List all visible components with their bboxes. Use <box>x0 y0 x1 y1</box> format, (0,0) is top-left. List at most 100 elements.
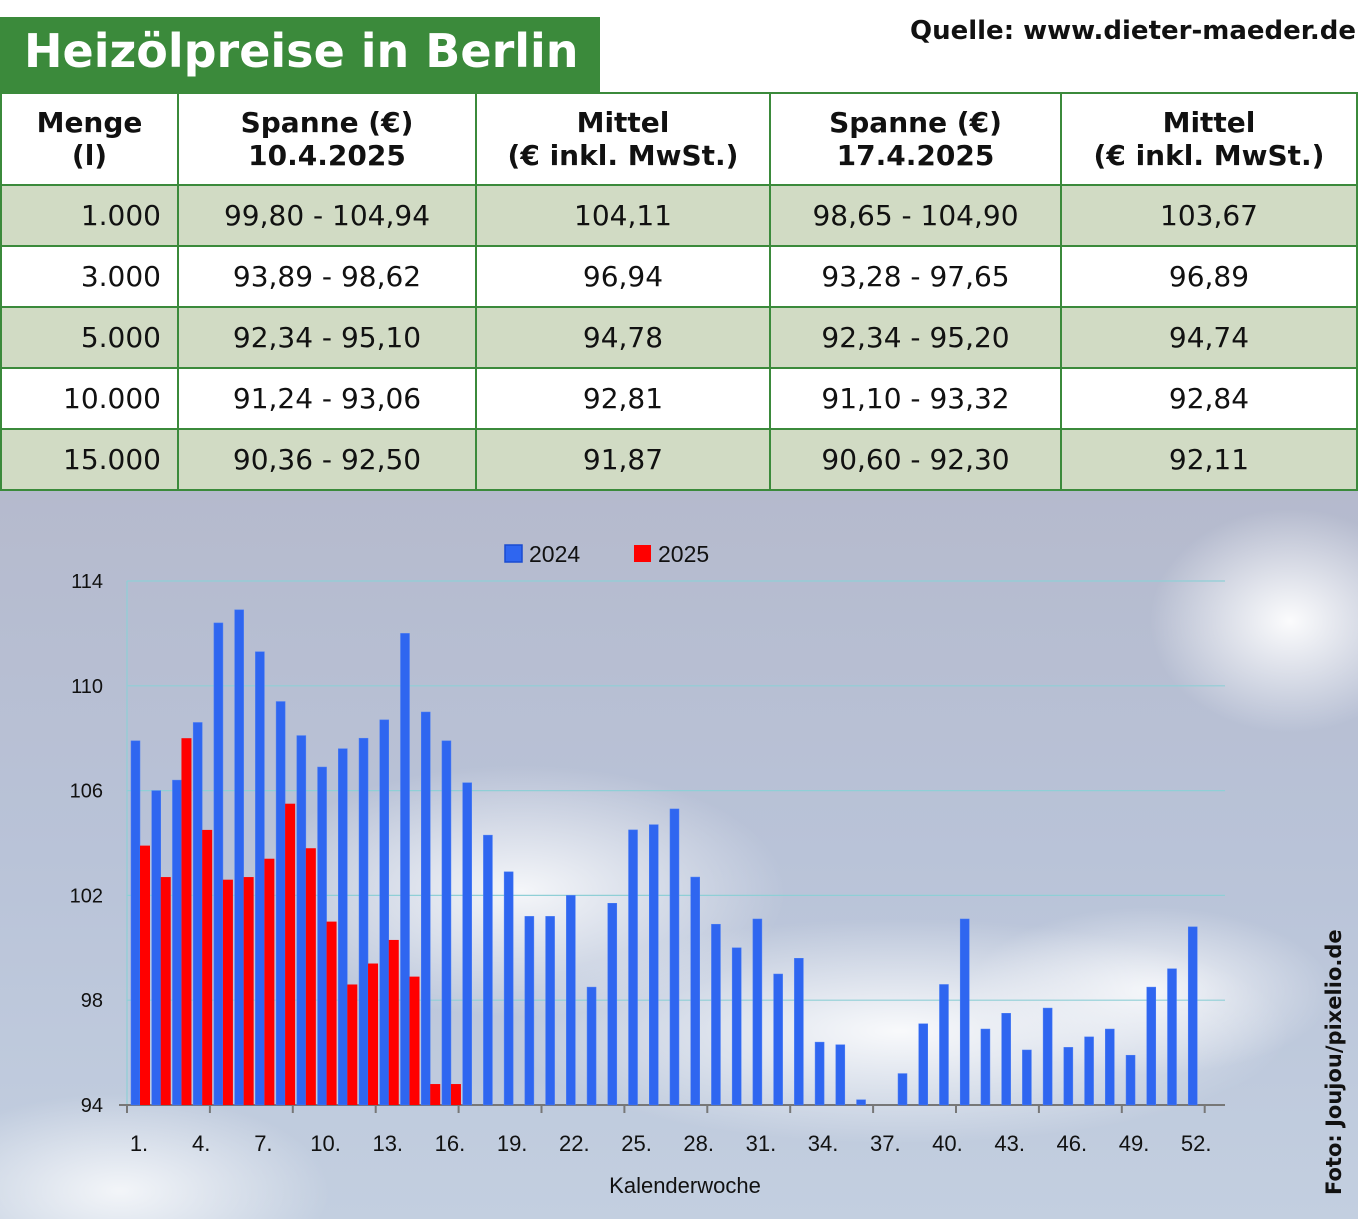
bar-2025-week-12 <box>368 963 379 1105</box>
bar-2024-week-18 <box>483 834 493 1106</box>
cell-value: 93,28 - 97,65 <box>769 245 1062 308</box>
bar-2024-week-10 <box>317 766 327 1106</box>
bar-2024-week-38 <box>897 1073 908 1106</box>
bar-2024-week-52 <box>1187 926 1198 1106</box>
bar-2024-week-11 <box>338 748 348 1106</box>
bar-2025-week-10 <box>326 921 337 1105</box>
bar-2024-week-48 <box>1105 1028 1115 1106</box>
page-title: Heizölpreise in Berlin <box>0 17 600 92</box>
bar-2025-week-15 <box>430 1084 441 1105</box>
x-tick-label: 31. <box>746 1131 777 1156</box>
cell-value: 93,89 - 98,62 <box>177 245 477 308</box>
x-tick-label: 13. <box>372 1131 403 1156</box>
bar-2024-week-4 <box>192 722 203 1106</box>
table-row: 3.000 93,89 - 98,62 96,94 93,28 - 97,65 96,8… <box>0 245 1358 308</box>
x-tick-label: 46. <box>1057 1131 1088 1156</box>
bar-2024-week-42 <box>980 1028 991 1106</box>
x-tick-label: 4. <box>192 1131 210 1156</box>
bar-2024-week-22 <box>566 895 576 1106</box>
x-tick-label: 43. <box>994 1131 1025 1156</box>
y-tick-label: 98 <box>81 990 103 1012</box>
bar-2025-week-16 <box>450 1084 461 1105</box>
bar-2024-week-16 <box>441 740 452 1106</box>
cell-value: 90,36 - 92,50 <box>177 428 477 491</box>
y-tick-label: 102 <box>70 885 103 907</box>
bar-2024-week-23 <box>586 986 597 1106</box>
bar-2024-week-47 <box>1084 1036 1094 1106</box>
cell-value: 94,78 <box>475 306 771 369</box>
bar-2024-week-36 <box>856 1099 866 1106</box>
bar-2024-week-35 <box>835 1044 846 1106</box>
x-tick-label: 7. <box>254 1131 272 1156</box>
cell-value: 92,34 - 95,20 <box>769 306 1062 369</box>
bar-2024-week-51 <box>1167 968 1177 1106</box>
x-tick-label: 1. <box>130 1131 148 1156</box>
bar-2024-week-5 <box>213 622 224 1106</box>
x-tick-label: 10. <box>310 1131 341 1156</box>
x-tick-label: 28. <box>683 1131 714 1156</box>
cell-value: 91,24 - 93,06 <box>177 367 477 430</box>
legend-swatch-2024 <box>504 544 523 563</box>
x-tick-label: 37. <box>870 1131 901 1156</box>
cell-menge: 15.000 <box>0 428 179 491</box>
column-header-mittel-2: Mittel (€ inkl. MwSt.) <box>1060 92 1358 186</box>
bar-2024-week-6 <box>234 609 244 1106</box>
cell-value: 92,11 <box>1060 428 1358 491</box>
bar-2024-week-39 <box>918 1023 928 1106</box>
legend-swatch-2025 <box>634 545 651 562</box>
bar-2025-week-7 <box>264 858 275 1105</box>
bar-2025-week-1 <box>140 845 150 1105</box>
column-header-menge: Menge (l) <box>0 92 179 186</box>
cell-menge: 3.000 <box>0 245 179 308</box>
bar-2024-week-30 <box>731 947 742 1106</box>
bar-2025-week-6 <box>243 877 254 1105</box>
bar-2024-week-33 <box>794 958 804 1106</box>
cell-menge: 5.000 <box>0 306 179 369</box>
bar-2024-week-50 <box>1146 986 1157 1106</box>
bar-2024-week-7 <box>255 651 265 1106</box>
bar-2024-week-41 <box>959 918 970 1106</box>
cell-value: 96,89 <box>1060 245 1358 308</box>
bar-2024-week-45 <box>1042 1007 1053 1106</box>
bar-2024-week-3 <box>172 779 182 1106</box>
bar-2024-week-31 <box>752 918 763 1106</box>
x-tick-label: 40. <box>932 1131 963 1156</box>
bar-2024-week-15 <box>420 711 431 1106</box>
bar-2024-week-46 <box>1063 1047 1074 1106</box>
bar-2024-week-43 <box>1001 1013 1011 1106</box>
x-tick-label: 25. <box>621 1131 652 1156</box>
bar-2024-week-40 <box>939 984 949 1106</box>
table-row: 10.000 91,24 - 93,06 92,81 91,10 - 93,32 92,… <box>0 367 1358 430</box>
y-tick-label: 114 <box>71 571 103 593</box>
legend-label-2025: 2025 <box>658 541 709 567</box>
bar-2024-week-27 <box>669 808 680 1106</box>
y-tick-label: 94 <box>81 1095 103 1117</box>
source-label: Quelle: www.dieter-maeder.de <box>909 16 1356 46</box>
table-row: 5.000 92,34 - 95,10 94,78 92,34 - 95,20 94,7… <box>0 306 1358 369</box>
bar-2025-week-4 <box>202 829 213 1105</box>
bar-2025-week-9 <box>305 848 316 1105</box>
cell-value: 91,10 - 93,32 <box>769 367 1062 430</box>
bar-chart: 94 98 102 106 110 114 1. 4. 7. 10. 13. 16. 19. 22. 25.… <box>70 541 1225 1198</box>
cell-menge: 10.000 <box>0 367 179 430</box>
cell-value: 103,67 <box>1060 184 1358 247</box>
bar-2025-week-14 <box>409 976 420 1105</box>
bar-2024-week-9 <box>296 735 307 1106</box>
bar-2025-week-8 <box>285 803 296 1105</box>
bar-2025-week-2 <box>160 877 171 1105</box>
x-tick-label: 19. <box>497 1131 528 1156</box>
column-header-mittel-1: Mittel (€ inkl. MwSt.) <box>475 92 771 186</box>
bar-2024-week-1 <box>130 740 141 1106</box>
bar-2024-week-21 <box>545 916 555 1106</box>
bar-2024-week-2 <box>151 790 161 1106</box>
x-axis-title: Kalenderwoche <box>609 1173 761 1198</box>
x-tick-label: 52. <box>1181 1131 1212 1156</box>
cell-value: 92,81 <box>475 367 771 430</box>
x-tick-label: 16. <box>435 1131 466 1156</box>
bar-2024-week-32 <box>773 973 783 1106</box>
column-header-spanne-1: Spanne (€) 10.4.2025 <box>177 92 477 186</box>
cell-value: 91,87 <box>475 428 771 491</box>
x-tick-label: 22. <box>559 1131 590 1156</box>
cell-value: 96,94 <box>475 245 771 308</box>
bar-2024-week-20 <box>524 916 535 1106</box>
